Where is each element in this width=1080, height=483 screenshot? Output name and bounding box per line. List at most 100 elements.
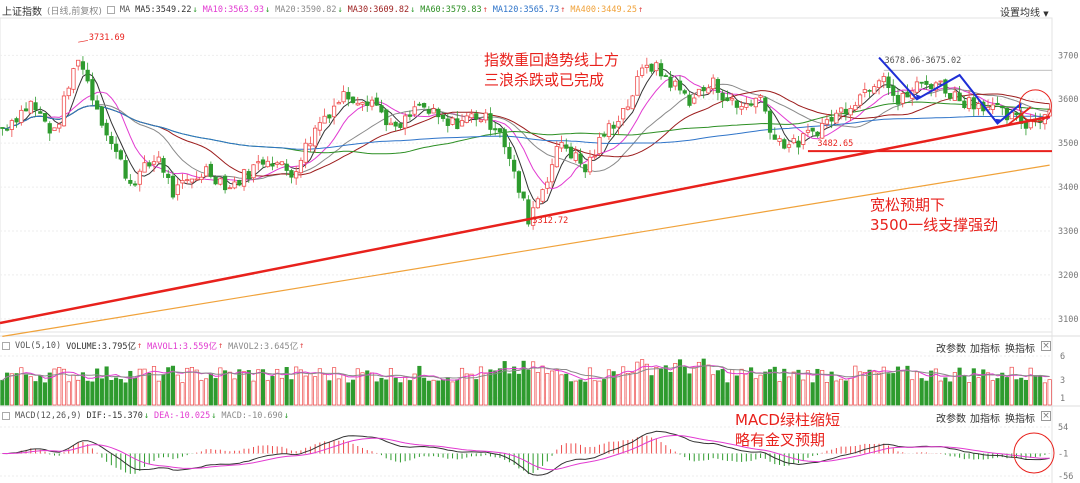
ma-item: MA60:3579.83 ↑	[420, 5, 488, 15]
candle-body	[957, 92, 962, 102]
volume-bar	[858, 371, 863, 406]
volume-bar	[436, 380, 441, 406]
candle-body	[28, 100, 33, 114]
volume-bar	[260, 369, 266, 406]
volume-bar	[497, 368, 502, 406]
macd-switch-indicator-button[interactable]: 换指标	[1005, 414, 1035, 425]
candle-body	[625, 106, 630, 110]
volume-bar	[744, 373, 749, 406]
arrow-icon: ↓	[283, 411, 289, 421]
annotation-top: 指数重回趋势线上方 三浪杀跌或已完成	[484, 50, 619, 90]
candle-body	[161, 158, 166, 173]
candle-body	[346, 91, 351, 100]
candle-body	[175, 184, 180, 196]
vol-item: MAVOL2:3.645亿 ↑	[228, 340, 304, 352]
candle-body	[0, 127, 5, 129]
settings-button[interactable]: 设置均线 ▼	[1000, 4, 1049, 19]
volume-bar	[848, 377, 853, 406]
volume-bar	[886, 373, 891, 406]
macd-title: MACD(12,26,9)	[15, 411, 82, 421]
high-price-pointer	[78, 40, 88, 43]
volume-bar	[393, 377, 398, 406]
vol-change-params-button[interactable]: 改参数	[936, 344, 966, 355]
candle-body	[426, 108, 431, 114]
price-tick-label: 3300	[1058, 227, 1078, 237]
volume-bar	[696, 361, 702, 406]
volume-bar	[450, 381, 455, 406]
arrow-icon: ↑	[560, 5, 566, 15]
volume-bar	[995, 378, 1000, 406]
candle-body	[829, 116, 834, 122]
candle-body	[142, 162, 147, 173]
volume-bar	[592, 380, 597, 406]
volume-bar	[976, 377, 981, 406]
vol-value: MAVOL2:3.645亿	[228, 342, 299, 352]
candle-body	[502, 129, 507, 148]
candle-body	[526, 199, 531, 225]
volume-bar	[933, 368, 938, 406]
volume-bar	[483, 372, 488, 406]
candle-body	[573, 152, 578, 161]
index-title: 上证指数	[2, 6, 42, 18]
candle-body	[118, 150, 123, 160]
volume-bar	[1042, 382, 1047, 406]
candle-body	[208, 163, 213, 177]
volume-bar	[166, 367, 171, 406]
candle-body	[919, 81, 924, 84]
price-tick-label: 3500	[1058, 139, 1078, 149]
ma-value: MA30:3609.82	[347, 5, 410, 15]
volume-bar	[332, 367, 337, 406]
caret-down-icon: ▼	[1043, 10, 1049, 18]
volume-bar	[308, 373, 313, 406]
candle-body	[71, 68, 76, 90]
macd-tick-label: 54	[1058, 423, 1068, 433]
candle-body	[872, 86, 877, 94]
macd-change-params-button[interactable]: 改参数	[936, 414, 966, 425]
vol-tick-label: 6	[1060, 352, 1065, 362]
candle-body	[464, 115, 469, 123]
candle-body	[971, 97, 976, 110]
candle-body	[166, 173, 171, 178]
candle-body	[730, 98, 735, 101]
volume-bar	[1038, 375, 1043, 406]
ma-value: MA400:3449.25	[570, 5, 637, 15]
macd-tick-label: -1	[1058, 450, 1068, 460]
candle-body	[350, 96, 356, 104]
candle-body	[459, 120, 465, 127]
volume-bar	[369, 372, 375, 406]
volume-bar	[455, 379, 460, 406]
candle-body	[583, 164, 588, 173]
checkbox-icon[interactable]	[2, 412, 10, 420]
volume-bar	[24, 374, 29, 406]
candle-body	[369, 99, 375, 107]
candle-body	[734, 100, 739, 108]
volume-bar	[730, 369, 735, 406]
macd-add-indicator-button[interactable]: 加指标	[970, 414, 1000, 425]
vol-switch-indicator-button[interactable]: 换指标	[1005, 344, 1035, 355]
volume-bar	[38, 375, 43, 406]
checkbox-icon[interactable]	[2, 342, 10, 350]
checkbox-icon[interactable]	[106, 6, 115, 14]
vol-close-icon[interactable]: ×	[1041, 341, 1051, 351]
volume-bar	[948, 381, 953, 406]
volume-bar	[237, 369, 242, 406]
candle-body	[199, 176, 204, 181]
candle-body	[9, 120, 14, 130]
vol-tick-label: 3	[1060, 376, 1065, 386]
candle-body	[668, 76, 673, 88]
candle-body	[820, 123, 825, 139]
macd-close-icon[interactable]: ×	[1041, 411, 1051, 421]
volume-bar	[403, 376, 408, 406]
volume-bar	[284, 367, 289, 406]
candle-body	[474, 113, 479, 120]
vol-add-indicator-button[interactable]: 加指标	[970, 344, 1000, 355]
volume-bar	[521, 360, 526, 406]
volume-bar	[57, 367, 62, 406]
volume-bar	[47, 372, 52, 406]
volume-bar	[445, 377, 450, 406]
wave-arrow-head	[995, 118, 1001, 124]
volume-bar	[9, 373, 14, 406]
candle-body	[853, 105, 858, 111]
index-subtitle: (日线,前复权)	[47, 6, 102, 17]
